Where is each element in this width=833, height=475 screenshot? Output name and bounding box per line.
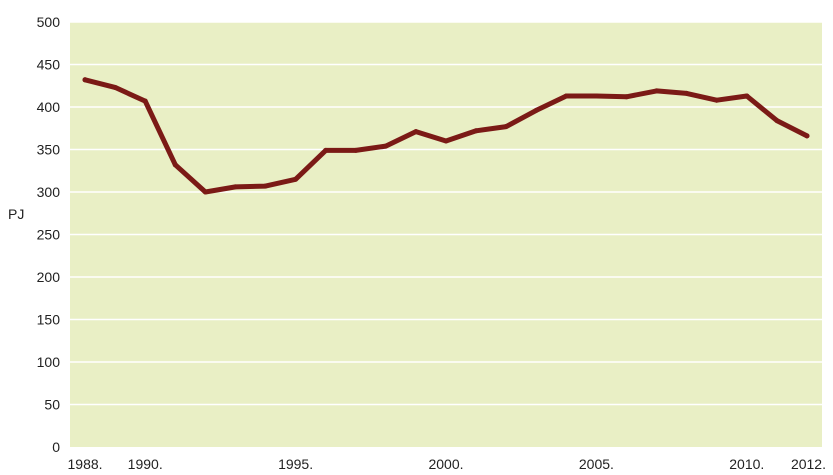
data-point-1998 <box>383 143 389 149</box>
y-axis-label: PJ <box>8 206 24 222</box>
y-tick-label: 250 <box>37 227 61 243</box>
data-point-1996 <box>323 147 329 153</box>
y-tick-label: 0 <box>52 439 60 455</box>
data-point-1997 <box>353 147 359 153</box>
data-point-1988 <box>82 77 88 83</box>
data-point-2003 <box>533 107 539 113</box>
x-tick-label: 2012. <box>791 456 826 472</box>
data-point-1999 <box>413 129 419 135</box>
gridlines <box>70 21 822 406</box>
x-axis-ticks: 1988. 1990. 1995. 2000. 2005. 2010. 2012. <box>68 456 826 472</box>
y-tick-label: 450 <box>37 57 61 73</box>
y-tick-label: 400 <box>37 99 61 115</box>
x-tick-label: 1995. <box>278 456 313 472</box>
y-tick-label: 300 <box>37 184 61 200</box>
data-point-2009 <box>714 97 720 103</box>
y-tick-label: 500 <box>37 14 61 30</box>
y-tick-label: 150 <box>37 312 61 328</box>
y-tick-label: 50 <box>44 397 60 413</box>
x-tick-label: 2010. <box>729 456 764 472</box>
data-point-1990 <box>142 98 148 104</box>
x-tick-label: 1990. <box>128 456 163 472</box>
y-tick-label: 200 <box>37 269 61 285</box>
data-point-2006 <box>623 94 629 100</box>
data-point-2001 <box>473 128 479 134</box>
data-point-2010 <box>744 93 750 99</box>
data-point-1995 <box>293 176 299 182</box>
x-tick-label: 2005. <box>579 456 614 472</box>
data-point-2008 <box>684 90 690 96</box>
y-axis-ticks: 0 50 100 150 200 250 300 350 400 450 500 <box>37 14 61 455</box>
series-layer <box>82 77 810 195</box>
y-tick-label: 350 <box>37 142 61 158</box>
data-point-1991 <box>172 162 178 168</box>
data-point-2000 <box>443 138 449 144</box>
data-point-1994 <box>263 183 269 189</box>
data-point-2007 <box>654 88 660 94</box>
data-point-2011 <box>774 118 780 124</box>
data-point-1989 <box>112 84 118 90</box>
data-point-2002 <box>503 124 509 130</box>
x-tick-label: 1988. <box>68 456 103 472</box>
data-point-2012 <box>804 133 810 139</box>
data-point-2005 <box>593 93 599 99</box>
data-point-2004 <box>563 93 569 99</box>
data-point-1992 <box>202 189 208 195</box>
x-tick-label: 2000. <box>428 456 463 472</box>
y-tick-label: 100 <box>37 354 61 370</box>
data-point-1993 <box>232 184 238 190</box>
